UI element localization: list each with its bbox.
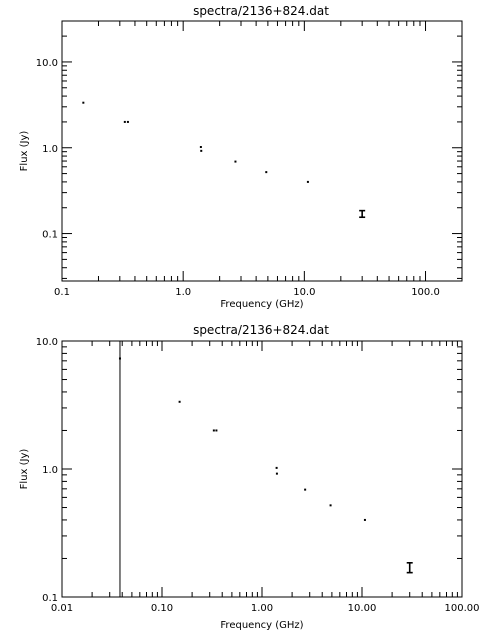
plot-area-frame (61, 20, 463, 282)
y-tick-labels: 0.1 1.0 10.0 (36, 58, 58, 241)
data-point (123, 120, 126, 123)
y-tick-label: 10.0 (36, 58, 58, 69)
data-point (199, 146, 202, 149)
y-tick-label: 10.0 (36, 337, 58, 348)
x-tick-label: 1.0 (175, 287, 191, 298)
data-point (275, 472, 278, 475)
data-point (234, 160, 237, 163)
y-tick-label: 0.1 (42, 593, 58, 604)
x-tick-label: 1.00 (251, 603, 273, 614)
data-point (304, 488, 307, 491)
y-tick-label: 0.1 (42, 230, 58, 241)
data-point (82, 101, 85, 104)
data-point (363, 518, 366, 521)
data-point (126, 120, 129, 123)
x-tick-label: 100.0 (411, 287, 440, 298)
axis-ticks (61, 340, 463, 598)
data-point (215, 429, 218, 432)
x-tick-labels: 0.1 1.0 10.0 100.0 (54, 287, 440, 298)
y-axis-label: Flux (Jy) (19, 131, 30, 172)
y-axis-label: Flux (Jy) (19, 449, 30, 490)
data-point (275, 466, 278, 469)
x-axis-label: Frequency (GHz) (220, 299, 303, 310)
plot-area-frame (61, 340, 463, 598)
y-tick-labels: 0.1 1.0 10.0 (36, 337, 58, 604)
x-tick-label: 10.0 (293, 287, 315, 298)
data-point (306, 180, 309, 183)
x-axis-label: Frequency (GHz) (220, 620, 303, 631)
top-chart-panel: spectra/2136+824.dat 0.1 1.0 10.0 100.0 0.1… (19, 4, 463, 310)
y-tick-label: 1.0 (42, 144, 58, 155)
data-point (329, 504, 332, 507)
x-tick-labels: 0.01 0.10 1.00 10.00 100.00 (51, 603, 480, 614)
chart-title: spectra/2136+824.dat (193, 4, 329, 18)
data-point (212, 429, 215, 432)
x-tick-label: 0.10 (151, 603, 173, 614)
data-point (118, 357, 121, 360)
x-tick-label: 0.01 (51, 603, 73, 614)
data-points (118, 357, 413, 574)
data-point (178, 400, 181, 403)
bottom-chart-panel: spectra/2136+824.dat 0.01 0.10 1.00 10.00 10… (19, 323, 480, 631)
data-point (265, 171, 268, 174)
data-points (82, 101, 366, 219)
x-tick-label: 100.00 (445, 603, 480, 614)
y-tick-label: 1.0 (42, 465, 58, 476)
x-tick-label: 10.00 (348, 603, 377, 614)
axis-ticks (61, 20, 463, 281)
x-tick-label: 0.1 (54, 287, 70, 298)
data-point (200, 149, 203, 152)
chart-title: spectra/2136+824.dat (193, 323, 329, 337)
